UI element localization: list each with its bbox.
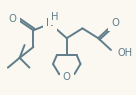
Text: O: O [63, 72, 71, 82]
Text: O: O [111, 18, 119, 28]
Text: OH: OH [118, 48, 133, 58]
Text: O: O [9, 13, 17, 24]
Text: N: N [46, 18, 54, 28]
Text: H: H [51, 12, 59, 22]
